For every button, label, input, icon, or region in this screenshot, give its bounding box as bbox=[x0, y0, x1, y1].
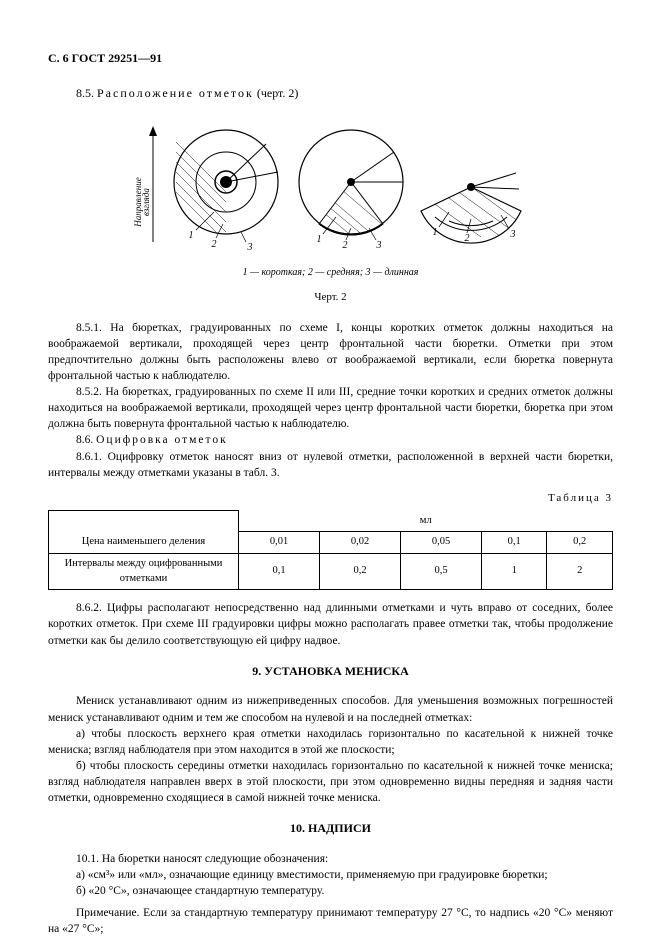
p9a: Мениск устанавливают одним из нижепривед… bbox=[48, 693, 613, 725]
table-cell: 0,2 bbox=[547, 532, 613, 554]
table-cell: 0,01 bbox=[239, 532, 320, 554]
table-cell: 1 bbox=[482, 553, 547, 589]
p-8-6-1: 8.6.1. Оцифровку отметок наносят вниз от… bbox=[48, 449, 613, 481]
p9b: а) чтобы плоскость верхнего края отметки… bbox=[48, 726, 613, 758]
table-cell: 0,5 bbox=[401, 553, 482, 589]
row1-header: Цена наименьшего деления bbox=[49, 532, 239, 554]
svg-text:1: 1 bbox=[432, 227, 437, 238]
svg-text:2: 2 bbox=[464, 233, 469, 244]
heading-10: 10. НАДПИСИ bbox=[48, 820, 613, 837]
table-unit: мл bbox=[239, 511, 613, 532]
table-cell: 0,2 bbox=[320, 553, 401, 589]
svg-text:1: 1 bbox=[316, 234, 321, 245]
s85-label: Расположение отметок bbox=[97, 86, 254, 100]
p101a: а) «см³» или «мл», означающие единицу вм… bbox=[48, 867, 613, 883]
table-cell: 0,05 bbox=[401, 532, 482, 554]
s86-num: 8.6. bbox=[76, 434, 93, 446]
s85-suffix: (черт. 2) bbox=[254, 86, 299, 100]
table-cell: 2 bbox=[547, 553, 613, 589]
p101: 10.1. На бюретки наносят следующие обозн… bbox=[48, 851, 613, 867]
p-8-5-1: 8.5.1. На бюретках, градуированных по сх… bbox=[48, 320, 613, 384]
figure-caption: Черт. 2 bbox=[48, 290, 613, 305]
table-cell: 0,1 bbox=[482, 532, 547, 554]
figure-legend: 1 — короткая; 2 — средняя; 3 — длинная bbox=[48, 266, 613, 280]
svg-text:1: 1 bbox=[188, 230, 193, 241]
svg-text:взгляда: взгляда bbox=[141, 187, 151, 215]
svg-text:3: 3 bbox=[509, 229, 515, 240]
svg-text:2: 2 bbox=[211, 239, 216, 250]
note: Примечание. Если за стандартную температ… bbox=[48, 905, 613, 937]
svg-text:3: 3 bbox=[375, 240, 381, 251]
heading-9: 9. УСТАНОВКА МЕНИСКА bbox=[48, 663, 613, 680]
section-8-6: 8.6. Оцифровка отметок bbox=[48, 432, 613, 448]
p-8-6-2: 8.6.2. Цифры располагают непосредственно… bbox=[48, 600, 613, 648]
table-cell: 0,1 bbox=[239, 553, 320, 589]
table-cell: 0,02 bbox=[320, 532, 401, 554]
table-3-label: Таблица 3 bbox=[48, 491, 613, 506]
svg-text:2: 2 bbox=[342, 240, 347, 251]
page-header: С. 6 ГОСТ 29251—91 bbox=[48, 50, 613, 67]
s85-num: 8.5. bbox=[76, 86, 94, 100]
figure-2: Направление взгляда 1 2 3 bbox=[48, 112, 613, 306]
svg-text:3: 3 bbox=[246, 242, 252, 252]
table-3: мл Цена наименьшего деления 0,01 0,02 0,… bbox=[48, 510, 613, 590]
p-8-5-2: 8.5.2. На бюретках, градуированных по сх… bbox=[48, 384, 613, 432]
s86-label: Оцифровка отметок bbox=[96, 434, 228, 446]
p101b: б) «20 °С», означающее стандартную темпе… bbox=[48, 883, 613, 899]
section-8-5: 8.5. Расположение отметок (черт. 2) bbox=[48, 85, 613, 102]
p9c: б) чтобы плоскость середины отметки нахо… bbox=[48, 758, 613, 806]
row2-header: Интервалы между оцифрованными отметками bbox=[49, 553, 239, 589]
